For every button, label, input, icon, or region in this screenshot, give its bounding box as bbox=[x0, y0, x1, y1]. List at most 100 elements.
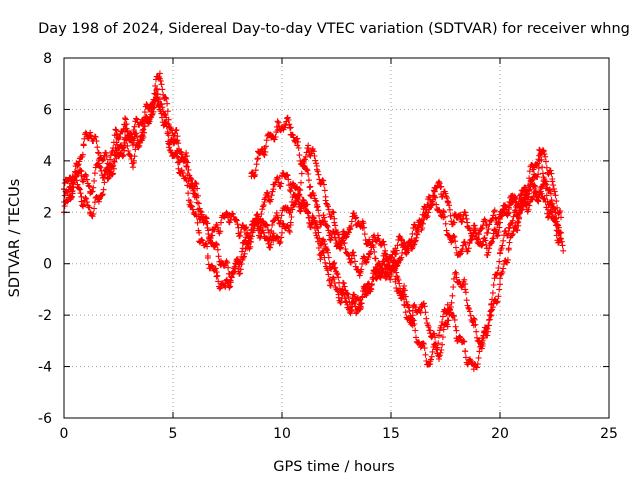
data-point bbox=[392, 276, 399, 283]
data-point bbox=[466, 240, 473, 247]
data-point bbox=[320, 219, 327, 226]
data-point bbox=[379, 271, 386, 277]
data-point bbox=[427, 361, 434, 367]
data-point bbox=[457, 211, 464, 218]
x-tick-label: 10 bbox=[273, 426, 291, 442]
data-point bbox=[333, 240, 340, 247]
data-point bbox=[113, 147, 120, 154]
data-point bbox=[287, 181, 294, 187]
data-point bbox=[462, 348, 469, 355]
data-point bbox=[549, 204, 556, 211]
data-point bbox=[217, 219, 224, 226]
data-point bbox=[505, 224, 512, 231]
data-point bbox=[78, 168, 85, 175]
data-point bbox=[261, 235, 268, 241]
data-point bbox=[226, 211, 233, 218]
series-trace-2 bbox=[61, 70, 565, 362]
data-point bbox=[457, 250, 464, 257]
data-point bbox=[405, 247, 412, 254]
y-tick-label: 8 bbox=[43, 51, 52, 67]
data-point bbox=[87, 209, 94, 216]
y-axis-label: SDTVAR / TECUs bbox=[7, 179, 23, 298]
data-point bbox=[444, 301, 451, 308]
data-point bbox=[222, 283, 229, 290]
data-point bbox=[483, 245, 490, 252]
data-point bbox=[357, 296, 364, 303]
data-point bbox=[268, 132, 275, 139]
data-point bbox=[130, 139, 137, 146]
data-series bbox=[61, 70, 567, 373]
data-point bbox=[401, 301, 408, 308]
data-point bbox=[514, 219, 521, 226]
data-point bbox=[560, 247, 567, 254]
data-point bbox=[300, 163, 307, 169]
data-point bbox=[74, 163, 81, 169]
data-point bbox=[398, 237, 405, 244]
data-point bbox=[279, 229, 285, 236]
data-point bbox=[226, 271, 233, 277]
data-point bbox=[130, 157, 137, 164]
data-point bbox=[374, 232, 381, 239]
data-point bbox=[204, 253, 211, 259]
axis-ticks: 0 5 10 15 20 25 -6 -4 -2 0 2 4 6 8 bbox=[38, 51, 618, 442]
data-point bbox=[213, 273, 220, 280]
data-point bbox=[80, 142, 87, 149]
data-point bbox=[148, 109, 155, 115]
data-point bbox=[248, 173, 255, 180]
data-point bbox=[425, 201, 432, 208]
data-point bbox=[558, 214, 565, 221]
data-point bbox=[283, 206, 290, 213]
data-point bbox=[296, 186, 303, 193]
data-point bbox=[331, 265, 338, 272]
data-point bbox=[156, 70, 163, 77]
data-point bbox=[340, 286, 347, 293]
data-point bbox=[217, 258, 224, 265]
data-point bbox=[235, 265, 242, 272]
data-point bbox=[274, 214, 281, 221]
data-point bbox=[161, 121, 168, 128]
data-point bbox=[396, 255, 403, 262]
y-tick-label: 6 bbox=[43, 102, 52, 118]
data-point bbox=[287, 124, 294, 131]
x-tick-label: 25 bbox=[600, 426, 618, 442]
data-point bbox=[69, 173, 76, 180]
data-point bbox=[359, 224, 366, 231]
data-point bbox=[531, 173, 538, 180]
data-point bbox=[270, 186, 277, 193]
data-point bbox=[444, 199, 451, 205]
data-point bbox=[279, 173, 285, 180]
data-point bbox=[374, 268, 381, 275]
y-tick-label: 2 bbox=[43, 205, 52, 221]
data-point bbox=[331, 219, 338, 226]
data-point bbox=[174, 147, 181, 154]
data-point bbox=[529, 163, 536, 169]
data-point bbox=[209, 232, 216, 239]
series-trace-4 bbox=[248, 114, 562, 282]
data-point bbox=[531, 193, 538, 200]
data-point bbox=[95, 150, 102, 157]
data-point bbox=[209, 240, 216, 247]
data-point bbox=[427, 327, 434, 334]
data-point bbox=[409, 322, 416, 329]
data-point bbox=[444, 317, 451, 324]
data-point bbox=[191, 193, 198, 200]
data-point bbox=[555, 224, 562, 231]
data-point bbox=[139, 129, 146, 136]
data-point bbox=[67, 193, 74, 200]
data-point bbox=[558, 229, 565, 236]
data-point bbox=[348, 299, 355, 306]
data-point bbox=[183, 163, 190, 169]
data-point bbox=[418, 301, 425, 308]
data-point bbox=[411, 237, 418, 244]
data-point bbox=[305, 142, 312, 149]
data-point bbox=[372, 255, 379, 262]
data-point bbox=[453, 271, 460, 277]
data-point bbox=[366, 240, 373, 247]
data-point bbox=[451, 219, 458, 226]
data-point bbox=[366, 250, 373, 257]
x-tick-label: 15 bbox=[382, 426, 400, 442]
x-tick-label: 20 bbox=[491, 426, 509, 442]
data-point bbox=[113, 132, 120, 139]
data-point bbox=[418, 343, 425, 349]
